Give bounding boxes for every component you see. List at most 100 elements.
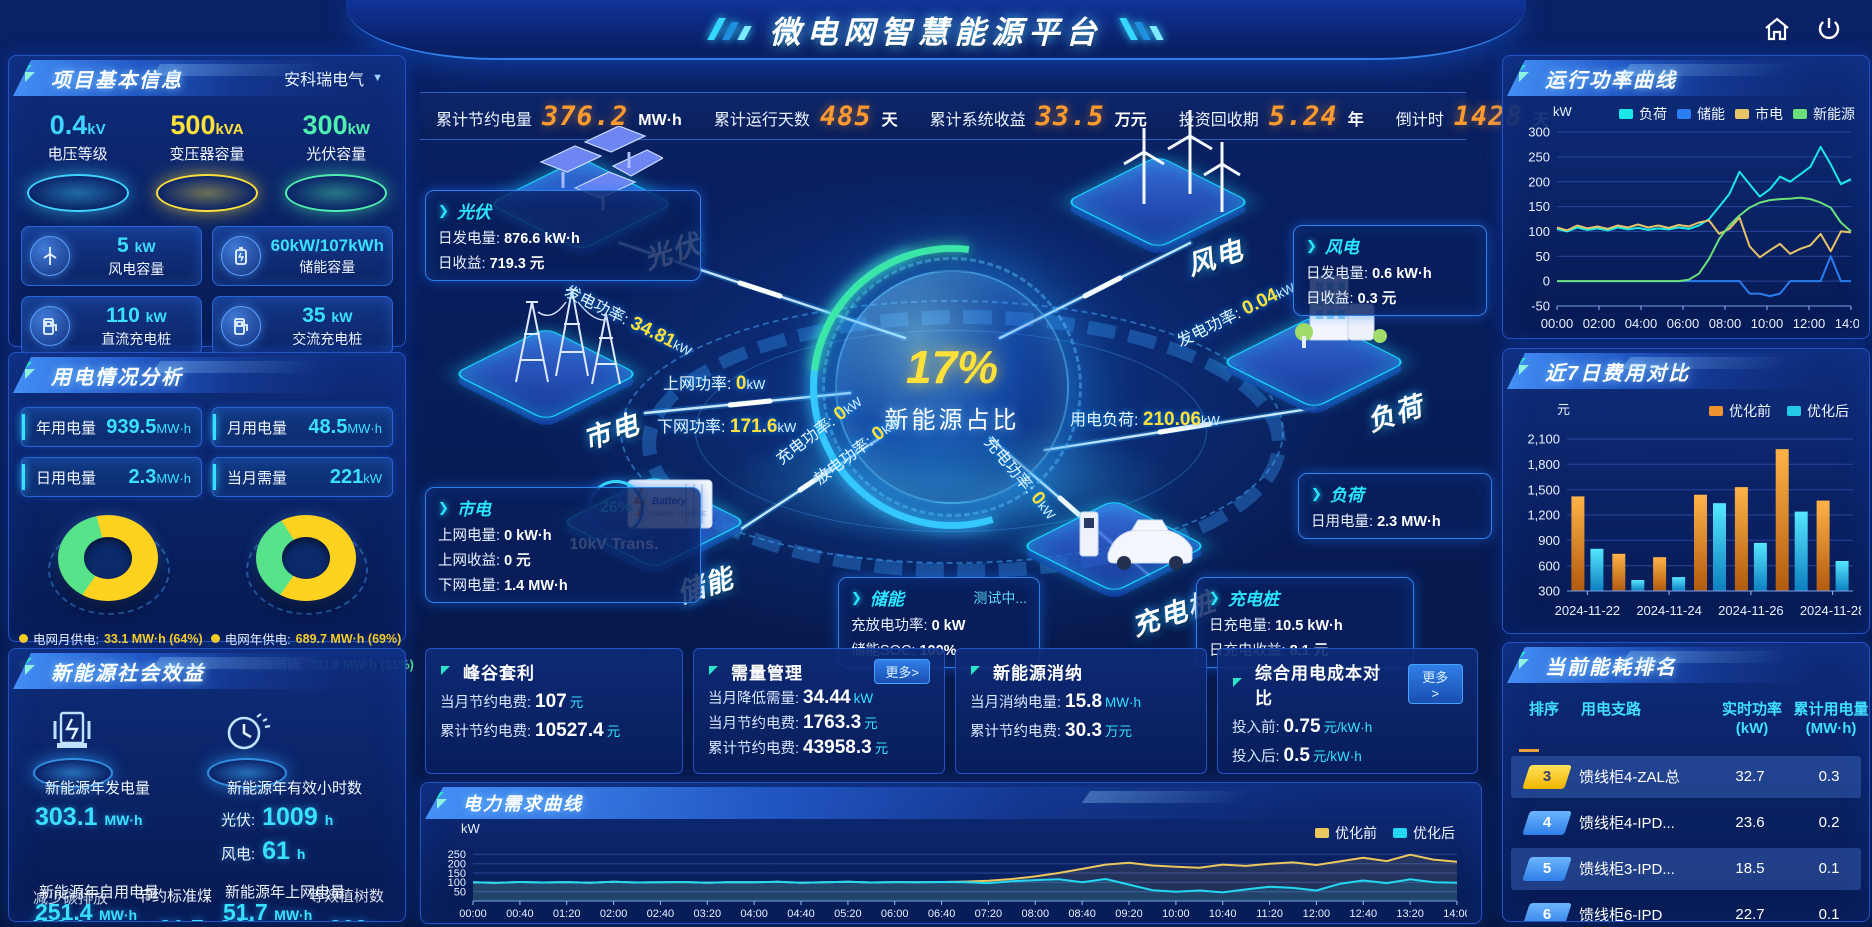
y-axis-unit: kW: [461, 821, 480, 836]
table-row[interactable]: 3 馈线柜4-ZAL总 32.7 0.3: [1511, 755, 1861, 798]
infobox-row: 充放电功率: 0 kW: [851, 618, 966, 634]
legend-before-optimization[interactable]: 优化前: [1315, 823, 1377, 843]
infobox-row: 上网收益: 0 元: [438, 553, 531, 569]
svg-text:02:00: 02:00: [600, 908, 628, 919]
arrow-icon: ❯: [851, 589, 862, 605]
legend-after-optimization[interactable]: 优化后: [1393, 823, 1455, 843]
svg-text:1,800: 1,800: [1527, 457, 1560, 472]
flow-to-grid-power: 上网功率: 0kW: [663, 373, 766, 394]
to-grid-value: 51.7 MW·h: [223, 899, 313, 922]
battery-icon: [220, 236, 261, 276]
trees-label: 等效植树数: [309, 888, 385, 905]
home-icon[interactable]: [1762, 14, 1792, 44]
svg-text:2024-11-26: 2024-11-26: [1718, 603, 1784, 618]
panel-corner-icon: [1512, 358, 1529, 375]
card-ac-charger: 35 kW 交流充电桩: [211, 296, 393, 356]
month-energy-donut-chart: [48, 515, 170, 619]
panel-corner-icon: [1512, 65, 1529, 82]
table-row[interactable]: 6 馈线柜6-IPD 22.7 0.1: [1511, 894, 1861, 921]
infobox-row: 日用电量: 2.3 MW·h: [1311, 514, 1441, 530]
company-dropdown[interactable]: 安科瑞电气 ▼: [284, 72, 383, 89]
glow-base: [285, 174, 388, 212]
banner-decor-right: [1118, 18, 1164, 40]
legend-grid[interactable]: 市电: [1735, 104, 1783, 124]
arrow-icon: ❯: [438, 499, 449, 515]
ac-charger-icon: [220, 306, 261, 346]
top-banner: 微电网智慧能源平台: [346, 0, 1526, 60]
power-icon[interactable]: [1814, 14, 1844, 44]
svg-text:01:20: 01:20: [553, 908, 581, 919]
svg-text:12:00: 12:00: [1793, 316, 1826, 330]
stat-total-income: 累计系统收益 33.5 万元: [929, 100, 1147, 132]
panel-energy-ranking: 当前能耗排名 排序 用电支路 实时功率 (kW) 累计用电量 (MW·h) 3 馈线…: [1502, 642, 1870, 922]
svg-text:12:40: 12:40: [1350, 908, 1378, 919]
svg-text:10:00: 10:00: [1162, 908, 1190, 919]
svg-text:03:20: 03:20: [694, 908, 722, 919]
glow-base: [155, 174, 258, 212]
panel-corner-icon: [430, 792, 447, 809]
svg-text:04:40: 04:40: [787, 908, 815, 919]
kpi-renewable-consumption: 新能源消纳 当月消纳电量: 15.8 MW·h 累计节约电费: 30.3 万元: [955, 648, 1207, 774]
svg-text:06:40: 06:40: [928, 908, 956, 919]
panel-power-analysis: 用电情况分析 年用电量 939.5MW·h 月用电量 48.5MW·h 日用电量 2.…: [8, 352, 414, 673]
rank-badge: 5: [1522, 856, 1572, 881]
legend-after-optimization[interactable]: 优化后: [1787, 401, 1849, 421]
svg-text:200: 200: [1528, 174, 1550, 189]
legend-renewable[interactable]: 新能源: [1793, 104, 1855, 124]
kpi-row: 累计节约电费: 43958.3 元: [708, 737, 889, 758]
card-dc-charger: 110 kW 直流充电桩: [21, 296, 202, 356]
kpi-icon: [971, 665, 980, 675]
svg-text:150: 150: [448, 868, 466, 880]
svg-text:10:00: 10:00: [1751, 316, 1784, 330]
panel-corner-icon: [1512, 652, 1529, 669]
spotlight-voltage-level: 0.4kV 电压等级: [19, 110, 137, 212]
svg-text:2,100: 2,100: [1527, 432, 1560, 447]
wind-turbine-icon: [30, 236, 70, 276]
svg-text:00:00: 00:00: [459, 908, 487, 919]
legend-before-optimization[interactable]: 优化前: [1709, 401, 1771, 421]
svg-text:00:40: 00:40: [506, 908, 534, 919]
panel-title: 电力需求曲线: [463, 794, 583, 814]
infobox-row: 日发电量: 876.6 kW·h: [438, 231, 580, 247]
panel-corner-icon: [18, 65, 35, 82]
coal-label: 节约标准煤: [137, 888, 213, 905]
wind-hours-value: 风电: 61 h: [221, 837, 306, 865]
more-button[interactable]: 更多>: [874, 659, 930, 684]
svg-text:02:40: 02:40: [647, 908, 675, 919]
table-row[interactable]: 4 馈线柜4-IPD... 23.6 0.2: [1511, 802, 1861, 844]
legend-load[interactable]: 负荷: [1619, 104, 1667, 124]
svg-text:02:00: 02:00: [1583, 316, 1616, 330]
panel-social-benefit: 新能源社会效益 新能源年发电量 303.1 MW·h 新能源年有效小时数 光伏:…: [8, 648, 406, 922]
svg-text:08:00: 08:00: [1709, 316, 1742, 330]
more-button[interactable]: 更多>: [1407, 664, 1463, 704]
svg-text:06:00: 06:00: [1667, 316, 1700, 330]
panel-corner-icon: [18, 362, 35, 379]
svg-text:04:00: 04:00: [740, 908, 768, 919]
gen-value: 303.1 MW·h: [35, 803, 143, 831]
kpi-row: 当月节约电费: 107 元: [440, 691, 584, 712]
svg-text:50: 50: [454, 887, 466, 899]
svg-text:06:00: 06:00: [881, 908, 909, 919]
status-badge: 测试中...: [973, 589, 1027, 606]
svg-text:07:20: 07:20: [975, 908, 1003, 919]
svg-text:150: 150: [1528, 199, 1550, 214]
stat-saved-energy: 累计节约电量 376.2 MW·h: [436, 100, 682, 132]
panel-cost-compare: 近7日费用对比 元 优化前 优化后 2,100 1,800 1,500 1,200 90…: [1502, 348, 1870, 634]
demand-line-chart: 250 200 150 100 50 00:00 00:40 01:20 02:00 02:40 0…: [431, 823, 1471, 924]
svg-text:300: 300: [1528, 125, 1550, 140]
rank-badge: 6: [1522, 902, 1572, 921]
carbon-value: 176.1 t: [29, 915, 98, 921]
legend-storage[interactable]: 储能: [1677, 104, 1725, 124]
table-row[interactable]: 5 馈线柜3-IPD... 18.5 0.1: [1511, 847, 1861, 890]
pv-hours-value: 光伏: 1009 h: [221, 803, 334, 831]
kpi-demand-management: 需量管理 更多> 当月降低需量: 34.44 kW 当月节约电费: 1763.3 元累计节约…: [693, 648, 945, 774]
spotlight-pv-capacity: 300kW 光伏容量: [277, 110, 395, 212]
kpi-icon: [709, 665, 718, 675]
cost-chart-legend: 优化前 优化后: [1709, 401, 1849, 421]
svg-text:1,500: 1,500: [1527, 482, 1560, 497]
rank-badge: 3: [1522, 764, 1572, 789]
infobox-row: 上网电量: 0 kW·h: [438, 528, 552, 544]
table-header: 排序 用电支路 实时功率 (kW) 累计用电量 (MW·h): [1528, 701, 1869, 737]
svg-text:08:40: 08:40: [1068, 908, 1096, 919]
infobox-wind: ❯ 风电 日发电量: 0.6 kW·h 日收益: 0.3 元: [1293, 225, 1487, 316]
